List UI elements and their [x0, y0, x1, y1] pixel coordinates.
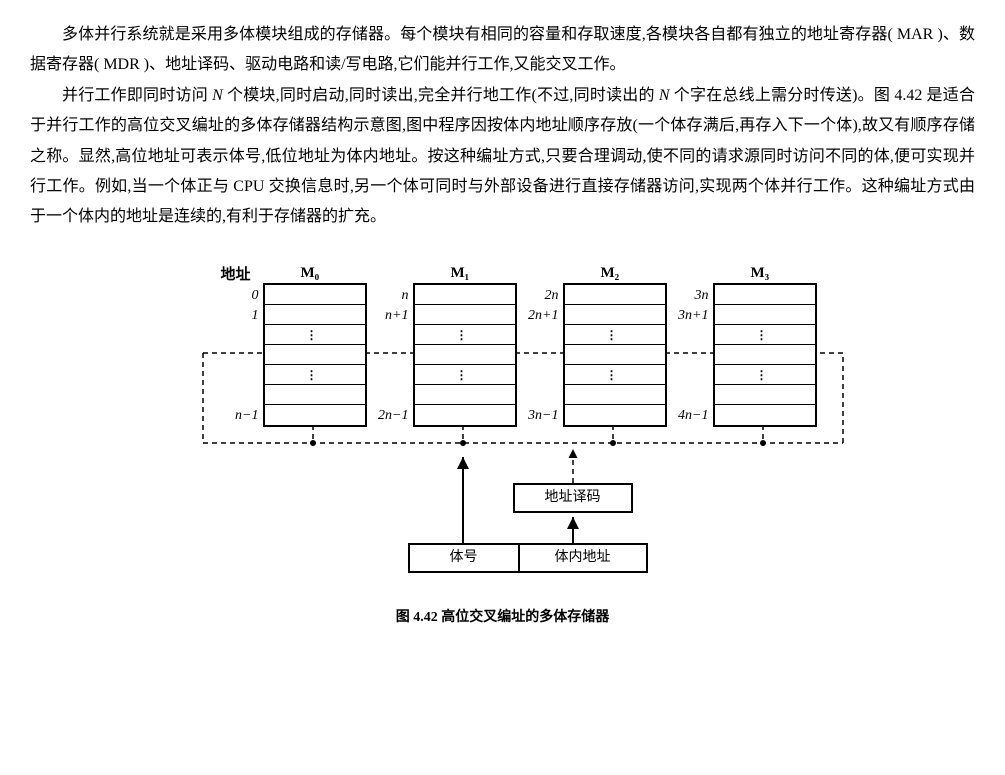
cell [715, 305, 815, 325]
cell [715, 285, 815, 305]
row-label-m0-1: 1 [239, 303, 259, 330]
cell [565, 385, 665, 405]
cell-dots: ⋮ [715, 325, 815, 345]
address-decoder-box: 地址译码 [513, 483, 633, 513]
p2-text-a: 并行工作即同时访问 [62, 87, 212, 104]
p2-var-n1: N [212, 87, 223, 104]
cell [715, 345, 815, 365]
cell [415, 305, 515, 325]
row-label-m1-1: n+1 [371, 303, 409, 330]
cell [265, 285, 365, 305]
cell [415, 285, 515, 305]
module-m1: ⋮ ⋮ [413, 283, 517, 427]
paragraph-2: 并行工作即同时访问 N 个模块,同时启动,同时读出,完全并行地工作(不过,同时读… [30, 81, 975, 233]
cell [715, 405, 815, 425]
cell [565, 345, 665, 365]
cell [715, 385, 815, 405]
p2-text-c: 个模块,同时启动,同时读出,完全并行地工作(不过,同时读出的 [223, 87, 659, 104]
diagram-container: 地址 M₀ M₁ M₂ M₃ 0 1 n−1 n n+1 2n−1 2n 2n+… [143, 253, 863, 593]
cell [415, 345, 515, 365]
cell-dots: ⋮ [565, 365, 665, 385]
row-label-m2-last: 3n−1 [515, 403, 559, 430]
module-m3: ⋮ ⋮ [713, 283, 817, 427]
cell [565, 405, 665, 425]
body-address-box: 体内地址 [518, 543, 648, 573]
p2-var-n2: N [659, 87, 670, 104]
cell-dots: ⋮ [265, 325, 365, 345]
cell [265, 385, 365, 405]
paragraph-1: 多体并行系统就是采用多体模块组成的存储器。每个模块有相同的容量和存取速度,各模块… [30, 20, 975, 81]
cell-dots: ⋮ [715, 365, 815, 385]
row-label-m1-last: 2n−1 [365, 403, 409, 430]
cell-dots: ⋮ [415, 325, 515, 345]
cell-dots: ⋮ [565, 325, 665, 345]
row-label-m3-1: 3n+1 [667, 303, 709, 330]
module-m0: ⋮ ⋮ [263, 283, 367, 427]
cell-dots: ⋮ [415, 365, 515, 385]
cell [265, 405, 365, 425]
cell [415, 385, 515, 405]
row-label-m2-1: 2n+1 [517, 303, 559, 330]
figure-caption: 图 4.42 高位交叉编址的多体存储器 [30, 605, 975, 632]
body-number-box: 体号 [408, 543, 518, 573]
cell-dots: ⋮ [265, 365, 365, 385]
row-label-m3-last: 4n−1 [665, 403, 709, 430]
module-m2: ⋮ ⋮ [563, 283, 667, 427]
cell [265, 345, 365, 365]
figure-4-42: 地址 M₀ M₁ M₂ M₃ 0 1 n−1 n n+1 2n−1 2n 2n+… [30, 253, 975, 632]
cell [565, 305, 665, 325]
row-label-m0-last: n−1 [219, 403, 259, 430]
cell [565, 285, 665, 305]
cell [415, 405, 515, 425]
p2-text-e: 个字在总线上需分时传送)。图 4.42 是适合于并行工作的高位交叉编址的多体存储… [30, 87, 975, 226]
cell [265, 305, 365, 325]
